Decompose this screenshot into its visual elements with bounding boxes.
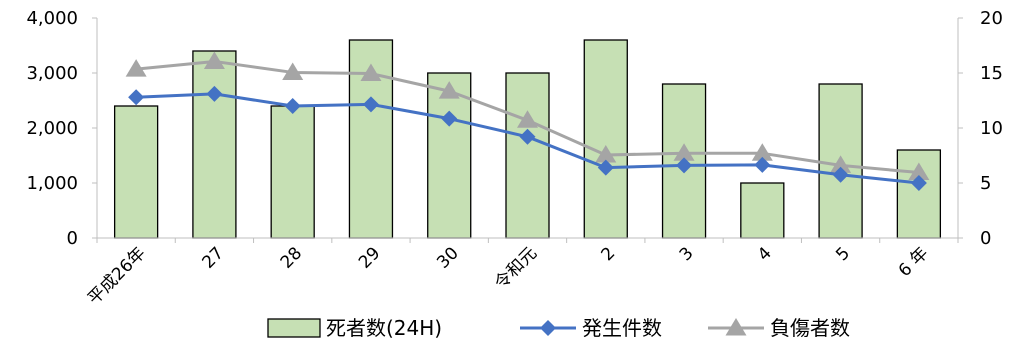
left-tick-label-3: 3,000 — [26, 63, 78, 84]
legend-label-deaths: 死者数(24H) — [326, 316, 442, 340]
injured-marker-8 — [751, 143, 773, 161]
bar-8 — [740, 182, 785, 239]
count-marker-2 — [284, 98, 301, 114]
right-tick-label-1: 5 — [980, 173, 991, 194]
bar-1 — [192, 50, 237, 239]
legend-bar-swatch — [267, 318, 321, 338]
x-tick-label-9: 5 — [832, 243, 854, 265]
x-tick-label-0: 平成26年 — [84, 243, 150, 309]
injured-marker-0 — [125, 59, 147, 77]
injured-marker-9 — [830, 155, 852, 173]
right-axis-ticks: 0 5 10 15 20 — [980, 8, 1003, 249]
line-series — [125, 51, 930, 191]
x-tick-label-6: 2 — [598, 243, 620, 265]
x-tick-label-5: 令和元 — [491, 243, 541, 293]
x-tick-label-7: 3 — [676, 243, 698, 265]
right-tick-label-0: 0 — [980, 228, 991, 249]
x-tick-label-10: 6 年 — [895, 243, 933, 281]
bar-6 — [583, 39, 628, 239]
count-marker-6 — [597, 159, 614, 176]
left-tick-label-2: 2,000 — [26, 118, 78, 139]
left-tick-label-4: 4,000 — [26, 8, 78, 29]
injured-marker-2 — [282, 62, 304, 80]
count-marker-1 — [206, 85, 223, 102]
legend-count-marker — [540, 320, 556, 336]
count-marker-10 — [910, 175, 927, 191]
injured-marker-1 — [203, 51, 225, 69]
right-tick-label-4: 20 — [980, 8, 1003, 29]
injured-marker-4 — [438, 81, 460, 99]
axes — [92, 17, 963, 243]
x-axis-ticks: 平成26年 27 28 29 30 令和元 2 3 4 5 6 年 — [84, 243, 932, 309]
left-tick-label-1: 1,000 — [26, 173, 78, 194]
count-marker-4 — [441, 110, 458, 127]
count-marker-3 — [362, 96, 379, 113]
x-tick-label-8: 4 — [754, 243, 776, 265]
right-tick-label-2: 10 — [980, 118, 1003, 139]
legend-label-count: 発生件数 — [582, 316, 662, 340]
injured-marker-5 — [517, 110, 538, 128]
x-tick-label-3: 29 — [355, 243, 384, 272]
bar-2 — [270, 105, 315, 239]
bar-7 — [661, 83, 707, 239]
legend-injured-marker — [725, 318, 747, 336]
injured-marker-3 — [360, 63, 382, 82]
count-marker-0 — [128, 89, 145, 106]
legend-label-injured: 負傷者数 — [770, 316, 850, 340]
bar-0 — [113, 105, 159, 239]
left-tick-label-0: 0 — [67, 228, 78, 249]
x-tick-label-2: 28 — [277, 243, 306, 272]
legend: 死者数(24H) 発生件数 負傷者数 — [267, 316, 850, 340]
injured-marker-10 — [908, 162, 930, 181]
x-tick-label-1: 27 — [199, 243, 228, 272]
bar-5 — [505, 72, 550, 239]
count-marker-8 — [754, 156, 771, 173]
count-marker-7 — [676, 157, 693, 174]
left-axis-ticks: 0 1,000 2,000 3,000 4,000 — [26, 8, 78, 249]
injured-marker-7 — [673, 143, 695, 161]
bar-series — [113, 39, 942, 239]
count-marker-9 — [832, 166, 849, 183]
injured-marker-6 — [595, 144, 617, 163]
x-tick-label-4: 30 — [433, 243, 462, 272]
right-tick-label-3: 15 — [980, 63, 1003, 84]
count-marker-5 — [519, 128, 536, 145]
